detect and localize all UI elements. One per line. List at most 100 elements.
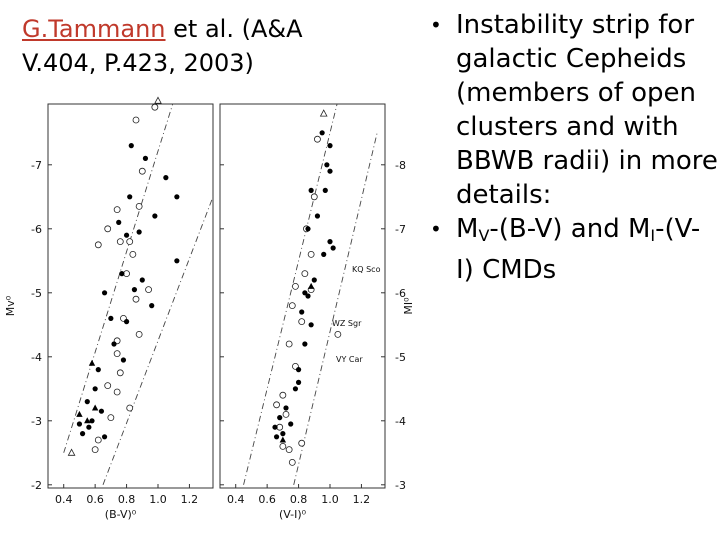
filled-point-vi [311,277,317,283]
filled-point-bv [101,290,108,296]
y-tick-label-bv: -6 [31,223,42,236]
filled-point-vi [319,130,325,136]
filled-point-vi [322,187,328,193]
open-point-vi [285,446,293,454]
filled-point-vi [327,168,333,174]
author-link[interactable]: G.Tammann [22,15,166,43]
bullet-text-pre: M [456,214,479,244]
filled-point-bv [92,386,98,392]
bullet-sub-i: I [650,226,656,245]
y-tick-label-bv: -5 [31,287,42,300]
panel-frame-bv [47,103,214,489]
open-point-vi [285,340,293,348]
filled-point-bv [152,213,158,219]
open-point-bv [116,238,124,246]
y-tick-label-vi: -3 [395,479,406,492]
open-point-bv [116,369,124,377]
open-point-bv [104,225,112,233]
bullet-text-mid: -(B-V) and M [489,214,651,244]
open-point-bv [145,286,152,294]
strip-line-vi-1 [292,132,378,488]
filled-point-bv [174,194,180,200]
bullet-dot-icon: • [430,217,442,241]
filled-point-vi [302,341,308,347]
filled-point-bv [131,287,138,293]
open-point-bv [129,250,137,258]
open-point-vi [310,193,318,201]
open-point-vi [288,458,296,466]
x-tick-label-bv: 0.4 [55,493,73,506]
filled-point-bv [120,357,127,363]
open-point-bv [126,404,134,412]
open-point-vi [279,391,287,399]
x-tick-label-vi: 1.0 [321,493,339,506]
filled-triangle-bv [91,404,99,411]
y-axis-label-bv: Mv⁰ [4,295,17,316]
y-tick-label-bv: -4 [31,351,42,364]
open-point-bv [91,446,99,454]
open-point-vi [292,282,299,290]
filled-point-vi [295,379,302,385]
y-tick-label-vi: -5 [395,351,406,364]
filled-point-bv [127,194,133,200]
filled-point-bv [139,277,145,283]
citation-rest: et al. (A&A [165,15,303,43]
filled-point-bv [95,367,101,373]
open-point-bv [135,330,143,338]
open-point-bv [135,203,143,210]
filled-point-vi [327,143,333,149]
filled-triangle-bv [84,417,91,424]
filled-point-vi [272,424,278,430]
x-tick-label-bv: 0.6 [86,493,104,506]
filled-point-vi [273,434,280,440]
cmd-figure-svg: 0.4 0.6 0.8 1.0 1.2 -7 -6 -5 -4 -3 -2 (B-V)⁰ Mv⁰ 0.4 0… [4,96,415,521]
open-point-vi [282,410,290,418]
y-tick-label-vi: -6 [395,287,406,300]
filled-point-vi [327,239,333,245]
filled-point-bv [101,434,108,440]
y-tick-label-vi: -7 [395,223,406,236]
open-triangle-bv [67,448,76,456]
filled-point-bv [116,219,122,225]
open-triangle-bv [154,96,162,104]
filled-point-vi [305,293,311,299]
filled-point-vi [302,290,308,296]
open-point-bv [132,116,140,124]
filled-point-bv [142,155,149,161]
bullet-text: Instability strip for galactic Cepheids … [456,10,718,210]
bullet-item-cmds: • MV-(B-V) and MI-(V-I) CMDs [428,212,718,287]
filled-point-bv [128,143,134,149]
filled-point-vi [280,431,286,437]
open-point-vi [279,442,287,450]
filled-point-bv [123,232,130,238]
open-point-vi [301,270,309,278]
y-tick-label-vi: -8 [395,159,406,172]
filled-point-bv [163,175,169,181]
filled-point-vi [321,251,327,257]
open-point-bv [113,206,121,213]
open-point-vi [298,439,306,447]
filled-triangle-bv [76,410,83,417]
x-tick-label-vi: 0.6 [258,493,276,506]
filled-triangle-vi [307,282,315,289]
filled-point-vi [277,415,283,421]
bullet-dot-icon: • [430,13,442,37]
y-tick-label-bv: -3 [31,415,42,428]
cmd-figure: 0.4 0.6 0.8 1.0 1.2 -7 -6 -5 -4 -3 -2 (B-V)⁰ Mv⁰ 0.4 0… [0,96,425,540]
x-tick-label-bv: 0.8 [118,493,136,506]
filled-point-bv [149,303,155,309]
filled-point-bv [119,271,125,277]
open-point-bv [107,414,115,422]
open-point-bv [123,270,130,278]
filled-point-bv [174,258,180,264]
filled-point-vi [324,162,330,168]
x-tick-label-bv: 1.0 [149,493,167,506]
filled-point-vi [314,213,321,219]
open-point-vi [334,330,342,338]
y-tick-label-vi: -4 [395,415,406,428]
citation: G.Tammann et al. (A&A V.404, P.423, 2003… [22,12,382,80]
filled-point-vi [292,386,299,392]
strip-line-bv-0 [63,104,174,453]
filled-point-bv [79,431,86,437]
filled-point-vi [283,405,289,411]
